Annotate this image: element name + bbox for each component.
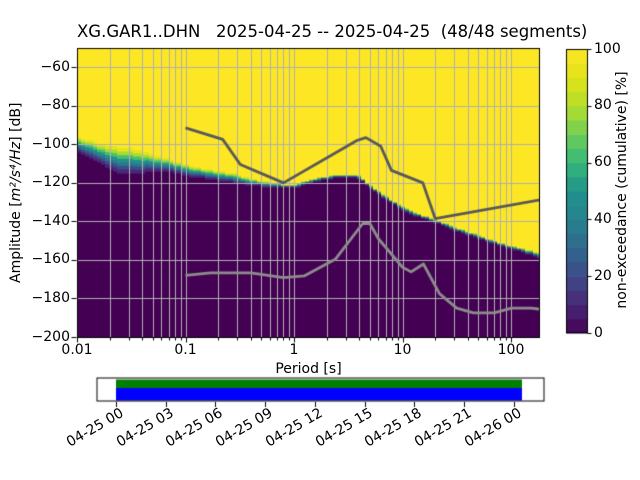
colorbar-tick-label: 40 xyxy=(594,210,612,227)
y-tick-label: −180 xyxy=(31,289,70,306)
x-tick-label: 0.1 xyxy=(174,342,197,358)
colorbar-tick-label: 100 xyxy=(594,40,621,57)
plot-title: XG.GAR1..DHN 2025-04-25 -- 2025-04-25 (4… xyxy=(77,22,588,41)
x-tick-label: 0.01 xyxy=(61,342,93,358)
y-tick-label: −160 xyxy=(31,251,70,268)
colorbar-tick-label: 20 xyxy=(594,267,612,284)
x-tick-label: 1 xyxy=(289,342,299,358)
y-tick-label: −100 xyxy=(31,135,70,152)
x-tick-label: 10 xyxy=(393,342,412,358)
x-axis-label: Period [s] xyxy=(275,361,342,377)
x-tick-label: 100 xyxy=(497,342,525,358)
y-tick-label: −60 xyxy=(40,58,70,75)
y-tick-label: −200 xyxy=(31,328,70,345)
colorbar-tick-label: 60 xyxy=(594,154,612,171)
y-tick-label: −140 xyxy=(31,212,70,229)
colorbar-tick-label: 0 xyxy=(594,324,603,341)
colorbar-tick-label: 80 xyxy=(594,97,612,114)
y-tick-label: −120 xyxy=(31,174,70,191)
y-tick-label: −80 xyxy=(40,97,70,114)
